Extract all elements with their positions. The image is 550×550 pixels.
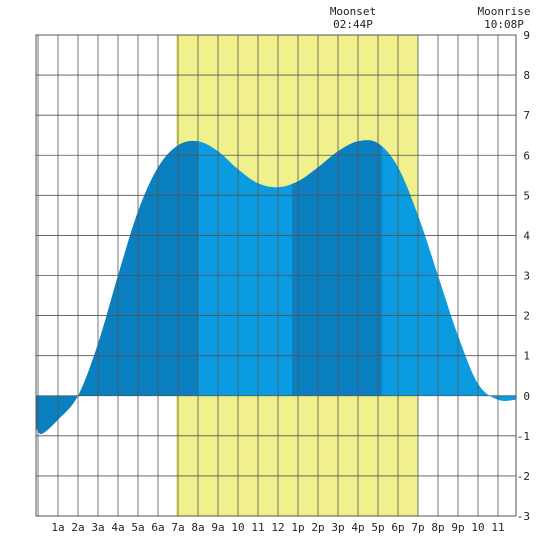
y-tick-label: -3: [517, 510, 530, 523]
x-tick-label: 10: [471, 521, 484, 534]
x-tick-label: 11: [491, 521, 504, 534]
x-tick-label: 4p: [351, 521, 364, 534]
x-tick-label: 7p: [411, 521, 424, 534]
y-tick-labels: -3 -2 -1 0 1 2 3 4 5 6 7 8 9: [517, 29, 531, 523]
y-tick-label: 6: [523, 149, 530, 162]
grid-layer: [35, 34, 517, 517]
y-tick-label: 5: [523, 189, 530, 202]
y-tick-label: 0: [523, 390, 530, 403]
x-tick-label: 2a: [71, 521, 84, 534]
x-tick-label: 8p: [431, 521, 444, 534]
x-tick-label: 11: [251, 521, 264, 534]
moon-event-time: 02:44P: [333, 18, 373, 31]
x-tick-label: 5p: [371, 521, 384, 534]
x-tick-label: 9a: [211, 521, 224, 534]
x-tick-label: 12: [271, 521, 284, 534]
x-tick-label: 6a: [151, 521, 164, 534]
x-tick-label: 6p: [391, 521, 404, 534]
x-tick-label: 7a: [171, 521, 184, 534]
y-tick-label: 8: [523, 69, 530, 82]
y-tick-label: 1: [523, 350, 530, 363]
y-tick-label: 4: [523, 229, 530, 242]
x-tick-label: 3p: [331, 521, 344, 534]
moon-event-title: Moonrise: [478, 5, 531, 18]
y-tick-label: 2: [523, 310, 530, 323]
y-tick-label: -2: [517, 470, 530, 483]
tide-area-segment-3: [292, 140, 382, 435]
x-tick-label: 4a: [111, 521, 124, 534]
x-tick-label: 8a: [191, 521, 204, 534]
y-tick-label: 9: [523, 29, 530, 42]
x-tick-label: 1p: [291, 521, 304, 534]
y-tick-label: 7: [523, 109, 530, 122]
moon-event-title: Moonset: [330, 5, 376, 18]
y-tick-label: -1: [517, 430, 530, 443]
x-tick-labels: 1a 2a 3a 4a 5a 6a 7a 8a 9a 10 11 12 1p 2p 3p 4p 5p 6p 7p 8p…: [51, 521, 504, 534]
x-tick-label: 9p: [451, 521, 464, 534]
x-tick-label: 2p: [311, 521, 324, 534]
tide-area-segment-2: [198, 140, 292, 435]
x-tick-label: 3a: [91, 521, 104, 534]
x-tick-label: 10: [231, 521, 244, 534]
x-tick-label: 1a: [51, 521, 64, 534]
x-tick-label: 5a: [131, 521, 144, 534]
y-tick-label: 3: [523, 270, 530, 283]
moon-event-time: 10:08P: [484, 18, 524, 31]
